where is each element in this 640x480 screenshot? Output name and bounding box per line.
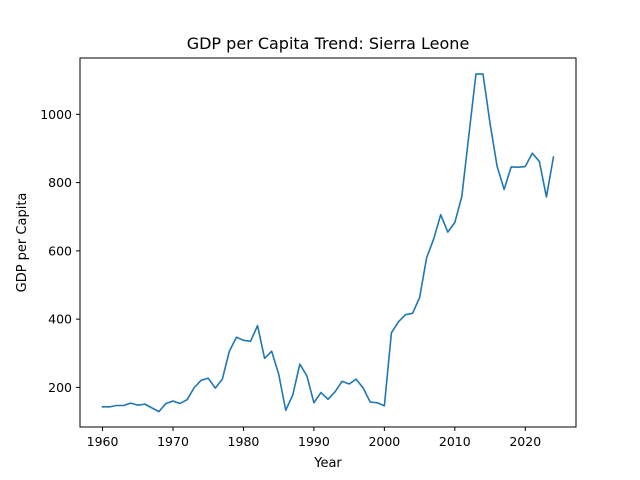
y-axis-label: GDP per Capita <box>15 193 30 293</box>
x-tick-label: 1960 <box>87 434 119 449</box>
y-axis: 200 400 600 800 1000 <box>40 107 80 395</box>
x-tick-label: 1980 <box>228 434 260 449</box>
y-tick-label: 800 <box>48 175 72 190</box>
x-tick-label: 2000 <box>368 434 400 449</box>
x-axis: 1960 1970 1980 1990 2000 2010 2020 <box>87 427 541 449</box>
series-line <box>101 73 555 413</box>
axes-frame <box>79 57 577 428</box>
x-axis-label: Year <box>313 456 342 471</box>
x-tick-label: 2010 <box>439 434 471 449</box>
y-tick-label: 200 <box>48 380 72 395</box>
y-tick-label: 400 <box>48 312 72 327</box>
x-tick-label: 2020 <box>509 434 541 449</box>
plot-area <box>101 73 555 413</box>
x-tick-label: 1990 <box>298 434 330 449</box>
y-tick-label: 1000 <box>40 107 72 122</box>
chart-title: GDP per Capita Trend: Sierra Leone <box>187 34 470 53</box>
y-tick-label: 600 <box>48 243 72 258</box>
x-tick-label: 1970 <box>157 434 189 449</box>
